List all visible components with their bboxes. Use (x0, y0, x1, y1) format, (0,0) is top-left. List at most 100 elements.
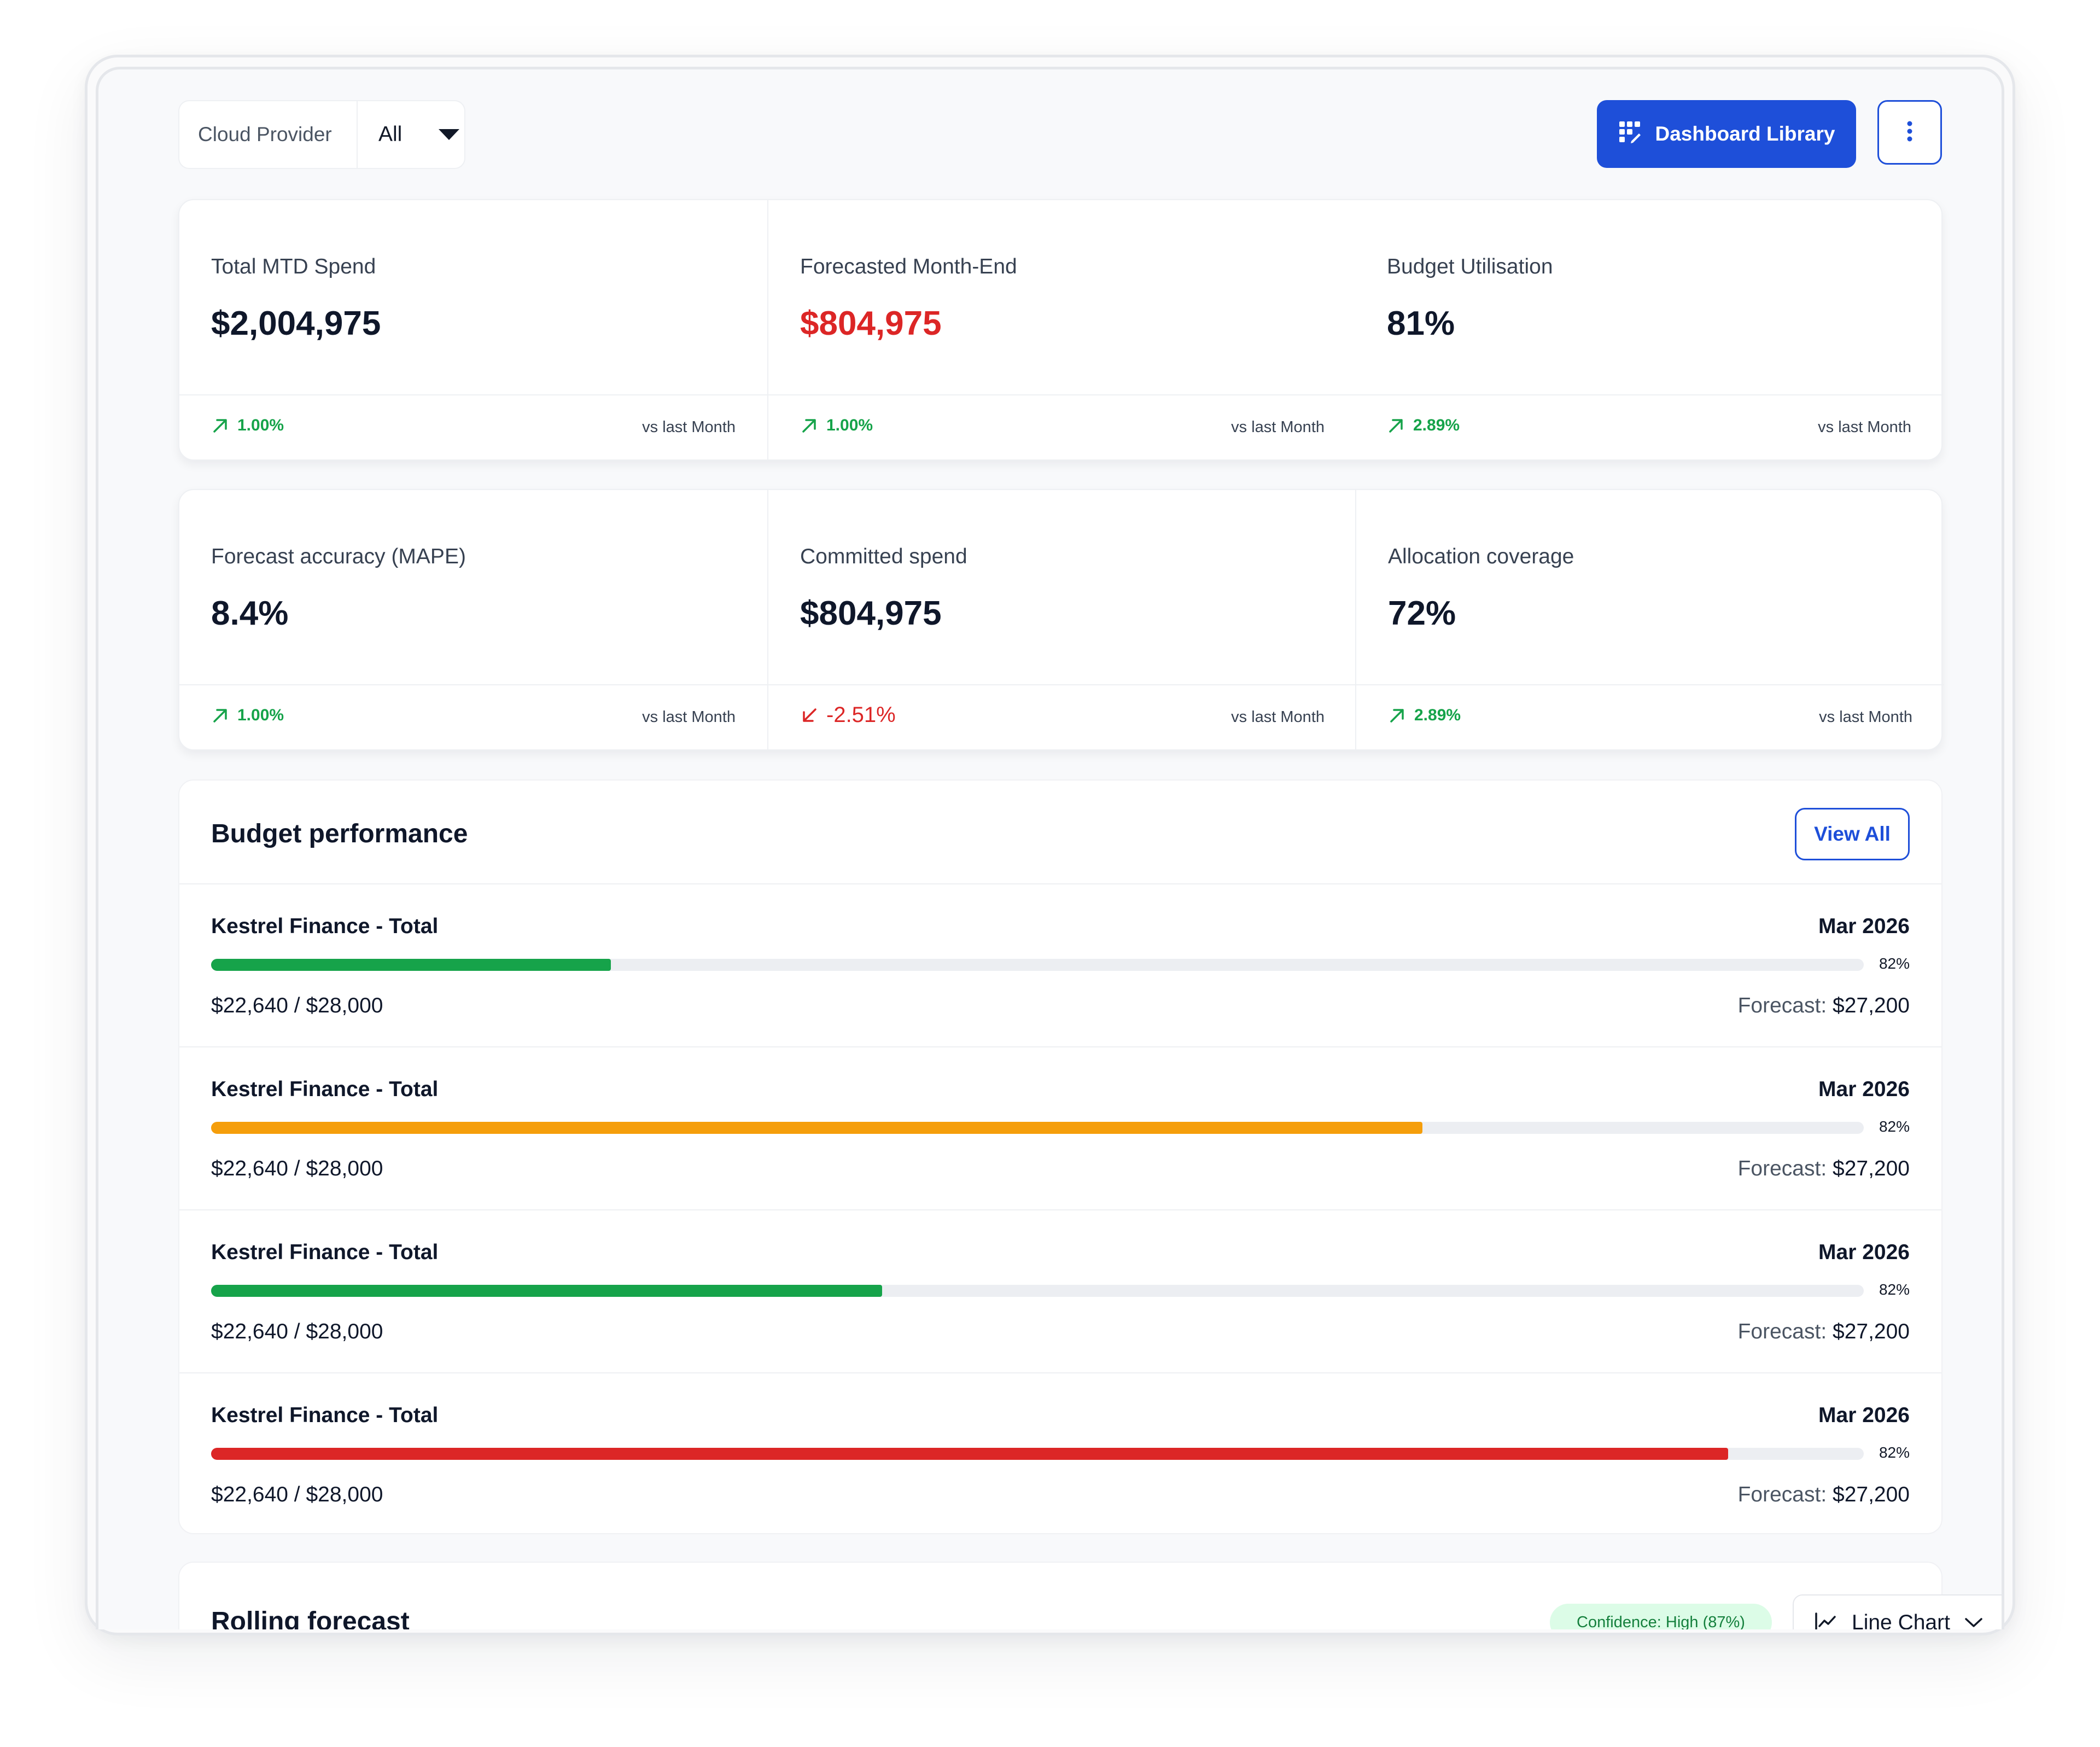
progress-track (211, 1122, 1864, 1134)
budget-row[interactable]: Kestrel Finance - Total Mar 2026 82% $22… (179, 883, 1941, 1046)
progress-fill (211, 959, 611, 971)
kpi-compare-label: vs last Month (1819, 708, 1912, 726)
kpi-label: Total MTD Spend (211, 255, 376, 278)
kpi-change: -2.51% (800, 703, 896, 727)
progress-fill (211, 1122, 1423, 1134)
dashboard-library-button[interactable]: Dashboard Library (1597, 100, 1856, 168)
kpi-value: 8.4% (211, 595, 289, 632)
arrow-up-right-icon (213, 709, 227, 723)
kpi-forecasted-month-end[interactable]: Forecasted Month-End $804,975 1.00% vs l… (767, 200, 1356, 459)
kpi-allocation-coverage[interactable]: Allocation coverage 72% 2.89% vs last Mo… (1355, 490, 1944, 749)
cloud-provider-value[interactable]: All (378, 123, 402, 146)
view-all-button[interactable]: View All (1795, 808, 1910, 860)
kpi-value: 81% (1387, 305, 1455, 342)
arrow-down-left-icon (803, 708, 816, 722)
progress-percent: 82% (1879, 1118, 1910, 1135)
kpi-label: Forecasted Month-End (800, 255, 1017, 278)
budget-performance-panel: Budget performance View All Kestrel Fina… (178, 779, 1942, 1534)
progress-fill (211, 1285, 882, 1297)
budget-name: Kestrel Finance - Total (211, 1404, 439, 1427)
kpi-change: 1.00% (800, 416, 873, 435)
kpi-change: 1.00% (211, 706, 284, 725)
chart-type-value: Line Chart (1852, 1611, 1950, 1629)
kpi-compare-label: vs last Month (642, 708, 736, 726)
arrow-up-right-icon (1389, 419, 1403, 433)
kpi-forecast-accuracy[interactable]: Forecast accuracy (MAPE) 8.4% 1.00% vs l… (179, 490, 767, 749)
budget-date: Mar 2026 (1818, 1078, 1910, 1101)
kpi-value: $804,975 (800, 595, 942, 632)
app-window: Cloud Provider All Dashboard Library (96, 67, 2004, 1629)
kpi-compare-label: vs last Month (642, 418, 736, 436)
more-options-button[interactable] (1877, 100, 1942, 165)
progress-percent: 82% (1879, 1281, 1910, 1298)
kpi-change-value: -2.51% (826, 703, 896, 727)
kpi-label: Budget Utilisation (1387, 255, 1553, 278)
rolling-forecast-panel: Rolling forecast Confidence: High (87%) … (178, 1562, 2002, 1629)
kpi-value: $2,004,975 (211, 305, 381, 342)
kpi-change-value: 1.00% (237, 706, 284, 724)
panel-title: Rolling forecast (211, 1607, 410, 1629)
grid-icon (1618, 120, 1641, 148)
budget-amount: $22,640 / $28,000 (211, 1157, 383, 1180)
budget-row[interactable]: Kestrel Finance - Total Mar 2026 82% $22… (179, 1046, 1941, 1209)
progress-percent: 82% (1879, 955, 1910, 972)
budget-amount: $22,640 / $28,000 (211, 1320, 383, 1343)
kpi-footer: 2.89% vs last Month (1355, 394, 1943, 461)
budget-amount: $22,640 / $28,000 (211, 994, 383, 1017)
confidence-badge: Confidence: High (87%) (1550, 1604, 1772, 1629)
kpi-committed-spend[interactable]: Committed spend $804,975 -2.51% vs last … (767, 490, 1356, 749)
budget-date: Mar 2026 (1818, 915, 1910, 938)
cloud-provider-filter[interactable]: Cloud Provider All (178, 100, 465, 169)
progress-percent: 82% (1879, 1444, 1910, 1461)
kpi-card-row-2: Forecast accuracy (MAPE) 8.4% 1.00% vs l… (178, 489, 1944, 750)
progress-track (211, 1448, 1864, 1460)
kpi-change: 2.89% (1388, 706, 1461, 725)
progress-track (211, 959, 1864, 971)
kpi-compare-label: vs last Month (1231, 418, 1325, 436)
chart-type-select[interactable]: Line Chart (1793, 1594, 2002, 1629)
forecast-value: $27,200 (1833, 994, 1910, 1017)
kpi-footer: 1.00% vs last Month (179, 684, 767, 750)
kpi-label: Forecast accuracy (MAPE) (211, 545, 466, 568)
kpi-change: 1.00% (211, 416, 284, 435)
dashboard-library-label: Dashboard Library (1655, 123, 1835, 145)
budget-amount: $22,640 / $28,000 (211, 1483, 383, 1506)
progress-fill (211, 1448, 1729, 1460)
kpi-change: 2.89% (1387, 416, 1460, 435)
forecast-label: Forecast: (1737, 994, 1827, 1017)
kpi-compare-label: vs last Month (1818, 418, 1911, 436)
budget-forecast: Forecast: $27,200 (1738, 1157, 1910, 1181)
budget-date: Mar 2026 (1818, 1404, 1910, 1427)
forecast-value: $27,200 (1833, 1157, 1910, 1180)
budget-date: Mar 2026 (1818, 1241, 1910, 1264)
kpi-change-value: 1.00% (826, 416, 873, 434)
arrow-up-right-icon (213, 419, 227, 433)
kpi-footer: -2.51% vs last Month (768, 684, 1356, 750)
kpi-footer: 1.00% vs last Month (179, 394, 767, 461)
chevron-down-icon (1965, 1618, 1982, 1627)
progress-track (211, 1285, 1864, 1297)
kpi-budget-utilisation[interactable]: Budget Utilisation 81% 2.89% vs last Mon… (1355, 200, 1943, 459)
arrow-up-right-icon (802, 419, 816, 433)
budget-forecast: Forecast: $27,200 (1738, 994, 1910, 1018)
kpi-label: Allocation coverage (1388, 545, 1574, 568)
panel-title: Budget performance (211, 819, 468, 848)
kpi-label: Committed spend (800, 545, 967, 568)
caret-down-icon[interactable] (439, 129, 459, 140)
cloud-provider-label: Cloud Provider (198, 123, 332, 145)
budget-row[interactable]: Kestrel Finance - Total Mar 2026 82% $22… (179, 1372, 1941, 1535)
budget-row[interactable]: Kestrel Finance - Total Mar 2026 82% $22… (179, 1209, 1941, 1372)
forecast-label: Forecast: (1737, 1320, 1827, 1343)
kpi-change-value: 1.00% (237, 416, 284, 434)
budget-name: Kestrel Finance - Total (211, 915, 439, 938)
forecast-value: $27,200 (1833, 1483, 1910, 1506)
kebab-icon (1906, 120, 1913, 145)
kpi-footer: 2.89% vs last Month (1356, 684, 1944, 750)
kpi-change-value: 2.89% (1414, 706, 1461, 724)
kpi-card-row-1: Total MTD Spend $2,004,975 1.00% vs last… (178, 199, 1943, 461)
kpi-total-mtd-spend[interactable]: Total MTD Spend $2,004,975 1.00% vs last… (179, 200, 767, 459)
kpi-value: $804,975 (800, 305, 942, 342)
kpi-change-value: 2.89% (1413, 416, 1460, 434)
forecast-label: Forecast: (1737, 1483, 1827, 1506)
budget-forecast: Forecast: $27,200 (1738, 1320, 1910, 1344)
